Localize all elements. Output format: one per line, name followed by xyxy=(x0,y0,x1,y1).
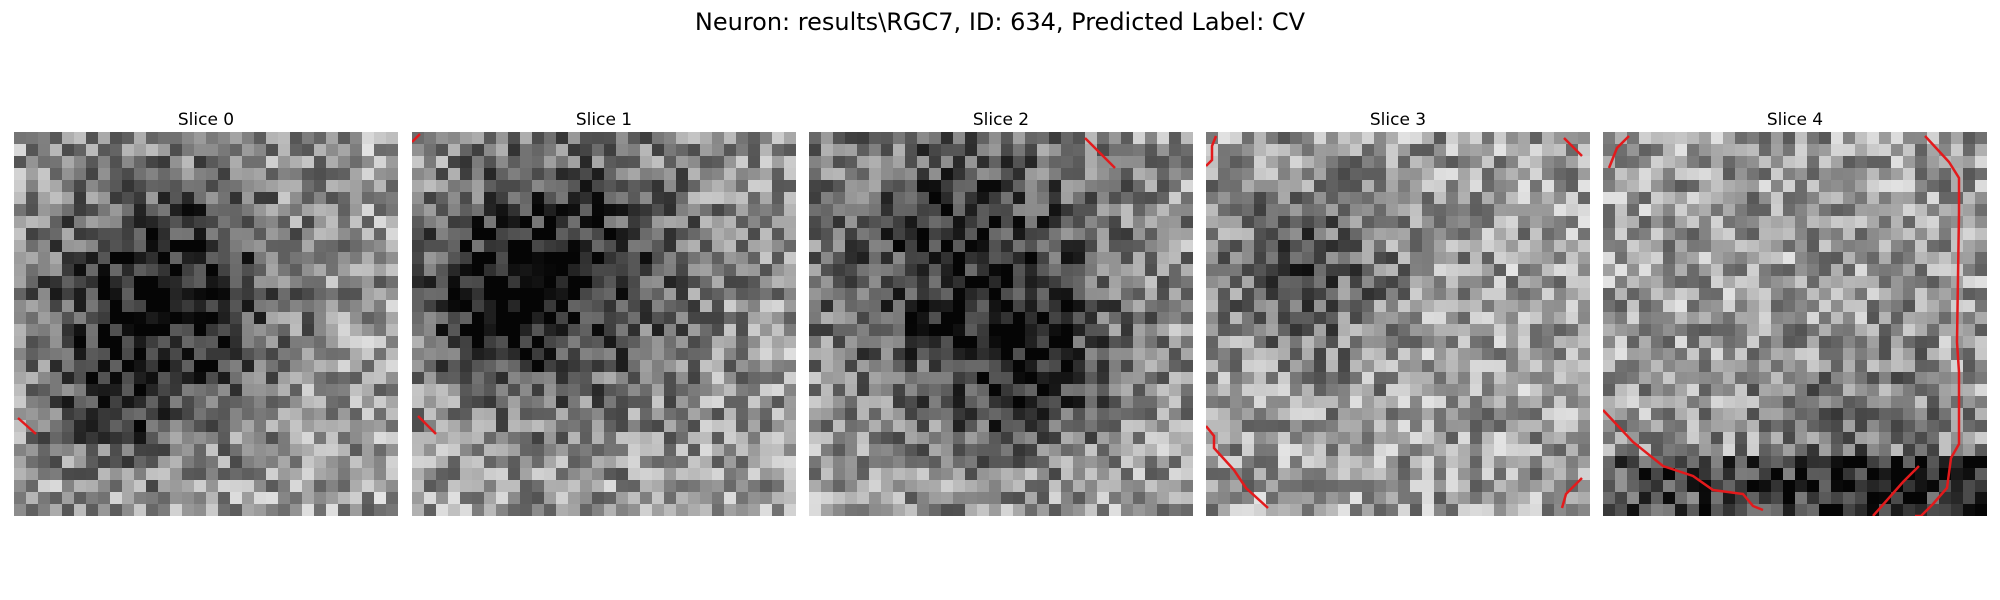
slice-title: Slice 1 xyxy=(575,110,633,130)
contour-line xyxy=(1206,425,1269,509)
contour-line xyxy=(1915,135,1961,516)
slice-panel-2: Slice 2 xyxy=(809,109,1193,516)
slice-title: Slice 2 xyxy=(972,110,1030,130)
slice-title: Slice 4 xyxy=(1766,110,1824,130)
slice-image xyxy=(1206,132,1590,516)
slice-panel-0: Slice 0 xyxy=(14,109,398,516)
slice-panel-4: Slice 4 xyxy=(1603,109,1987,516)
slice-panel-1: Slice 1 xyxy=(412,109,796,516)
slice-image xyxy=(809,132,1193,516)
contour-line xyxy=(1872,465,1920,516)
contour-line xyxy=(1603,409,1764,512)
contour-line xyxy=(417,415,437,435)
contour-line xyxy=(17,417,37,435)
contour-line xyxy=(1084,137,1116,169)
contour-line xyxy=(1607,135,1630,169)
figure-title: Neuron: results\RGC7, ID: 634, Predicted… xyxy=(694,8,1306,36)
slice-title: Slice 3 xyxy=(1369,110,1427,130)
slice-title: Slice 0 xyxy=(177,110,235,130)
slice-image xyxy=(14,132,398,516)
contour-line xyxy=(412,133,421,143)
slice-image xyxy=(1603,132,1987,516)
slice-panel-3: Slice 3 xyxy=(1206,109,1590,516)
contour-line xyxy=(1206,135,1218,167)
slice-image xyxy=(412,132,796,516)
contour-line xyxy=(1560,477,1583,509)
contour-line xyxy=(1563,137,1583,157)
